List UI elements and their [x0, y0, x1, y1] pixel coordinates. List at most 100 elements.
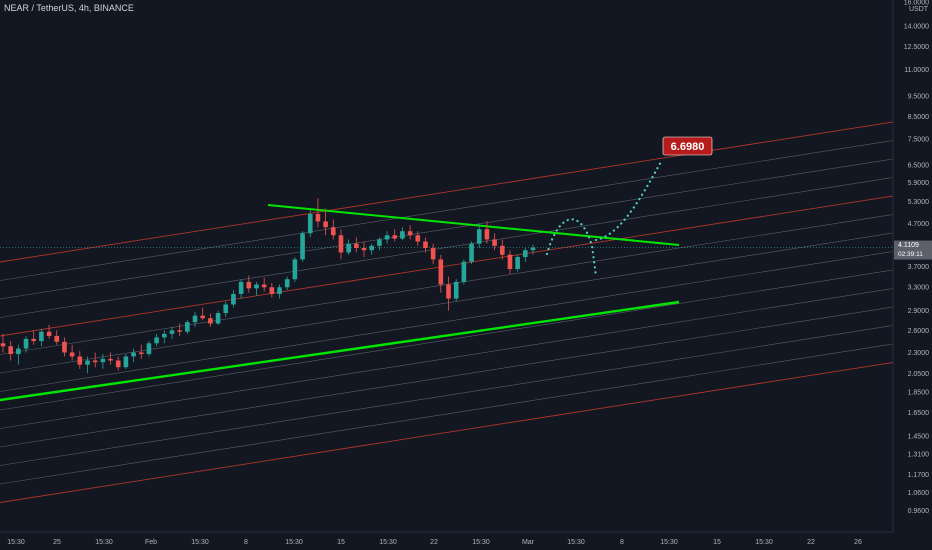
- target-label-box[interactable]: [662, 136, 713, 156]
- candle-body: [400, 231, 405, 239]
- candle-body: [16, 348, 21, 355]
- candle-body: [23, 338, 29, 349]
- y-tick-label: 2.3000: [908, 350, 930, 357]
- candle-body: [46, 331, 52, 336]
- current-price-text: 4.1109: [898, 242, 919, 249]
- time-axis-panel[interactable]: [0, 532, 932, 550]
- channel-line: [0, 362, 894, 503]
- x-tick-label: 22: [430, 539, 438, 546]
- channel-line: [0, 325, 894, 466]
- price-axis-panel[interactable]: [893, 0, 932, 532]
- y-tick-label: 2.0500: [908, 371, 930, 378]
- candle-body: [315, 213, 321, 222]
- channel-line: [0, 343, 894, 485]
- candle-body: [469, 243, 474, 262]
- channel-lines: [0, 121, 894, 503]
- y-tick-label: 16.0000: [904, 0, 929, 7]
- candle-body: [39, 331, 44, 342]
- candle-body: [31, 338, 37, 342]
- candle-body: [154, 337, 159, 344]
- candle-body: [92, 360, 98, 363]
- price-badge-box: [894, 240, 932, 260]
- y-tick-label: 7.5000: [908, 136, 930, 143]
- x-tick-label: Feb: [145, 539, 157, 546]
- candle-body: [392, 235, 398, 239]
- channel-line: [0, 195, 894, 337]
- y-tick-label: 9.5000: [908, 94, 930, 101]
- x-tick-label: 15:30: [472, 539, 490, 546]
- candle-body: [138, 352, 144, 355]
- candle-body: [231, 293, 236, 305]
- x-tick-label: 15: [337, 539, 345, 546]
- candle-body: [300, 233, 305, 260]
- candle-body: [254, 284, 259, 289]
- y-tick-label: 4.7000: [908, 221, 930, 228]
- x-tick-label: Mar: [522, 539, 535, 546]
- candle-body: [330, 227, 336, 236]
- y-tick-label: 1.4500: [908, 433, 930, 440]
- candle-body: [415, 235, 421, 242]
- y-tick-label: 1.1700: [908, 472, 930, 479]
- y-axis-ticks: 16.0000 14.0000 12.5000 11.0000 9.5000 8.5000…: [904, 0, 929, 515]
- channel-line: [0, 140, 894, 281]
- x-tick-label: 15:30: [755, 539, 773, 546]
- candle-body: [62, 341, 67, 353]
- y-tick-label: 11.0000: [904, 67, 929, 74]
- candle-body: [131, 352, 136, 357]
- candle-body: [108, 358, 113, 361]
- candle-body: [423, 241, 428, 249]
- projection-curve[interactable]: [545, 158, 664, 278]
- y-tick-label: 1.6500: [908, 410, 930, 417]
- x-tick-label: 15:30: [660, 539, 678, 546]
- candle-body: [162, 333, 167, 338]
- candle-body: [177, 330, 182, 332]
- candle-body: [115, 360, 121, 368]
- x-tick-label: 15:30: [567, 539, 585, 546]
- candle-body: [8, 346, 13, 355]
- support-trendline[interactable]: [0, 300, 680, 402]
- candle-body: [461, 261, 467, 282]
- candle-body: [208, 318, 213, 324]
- x-tick-label: 15: [713, 539, 721, 546]
- x-tick-label: 8: [620, 539, 624, 546]
- candle-body: [284, 279, 290, 288]
- candle-countdown-text: 02:39:11: [898, 251, 923, 258]
- candle-body: [238, 281, 244, 294]
- candle-body: [377, 239, 382, 246]
- currency-unit: USDT: [908, 6, 928, 13]
- x-tick-label: 15:30: [7, 539, 25, 546]
- candle-body: [492, 239, 497, 246]
- x-tick-label: 22: [807, 539, 815, 546]
- channel-line: [0, 177, 894, 318]
- candle-body: [123, 356, 129, 368]
- candle-body: [223, 304, 229, 314]
- candle-body: [292, 259, 298, 280]
- candle-body: [523, 250, 528, 258]
- channel-line: [0, 158, 894, 300]
- channel-line: [0, 306, 894, 448]
- candle-body: [484, 229, 490, 240]
- candle-body: [215, 313, 221, 324]
- candle-body: [169, 330, 175, 334]
- current-price-badge: 4.1109 02:39:11: [894, 240, 932, 260]
- channel-line: [0, 214, 894, 355]
- y-tick-label: 5.3000: [908, 199, 930, 206]
- candle-body: [407, 231, 413, 236]
- y-tick-label: 2.9000: [908, 308, 930, 315]
- candles: [0, 198, 536, 374]
- candle-body: [361, 248, 367, 251]
- candle-body: [446, 284, 451, 299]
- y-tick-label: 3.3000: [908, 285, 930, 292]
- candle-body: [384, 235, 390, 240]
- channel-line: [0, 269, 894, 411]
- x-tick-label: 25: [53, 539, 61, 546]
- y-tick-label: 5.9000: [908, 180, 930, 187]
- target-label-text: 6.6980: [671, 141, 705, 153]
- y-tick-label: 2.6000: [908, 328, 930, 335]
- candle-body: [192, 315, 198, 323]
- y-tick-label: 14.0000: [904, 24, 929, 31]
- candle-body: [146, 343, 152, 355]
- projection-path: [545, 158, 664, 278]
- resistance-trendline[interactable]: [267, 204, 680, 246]
